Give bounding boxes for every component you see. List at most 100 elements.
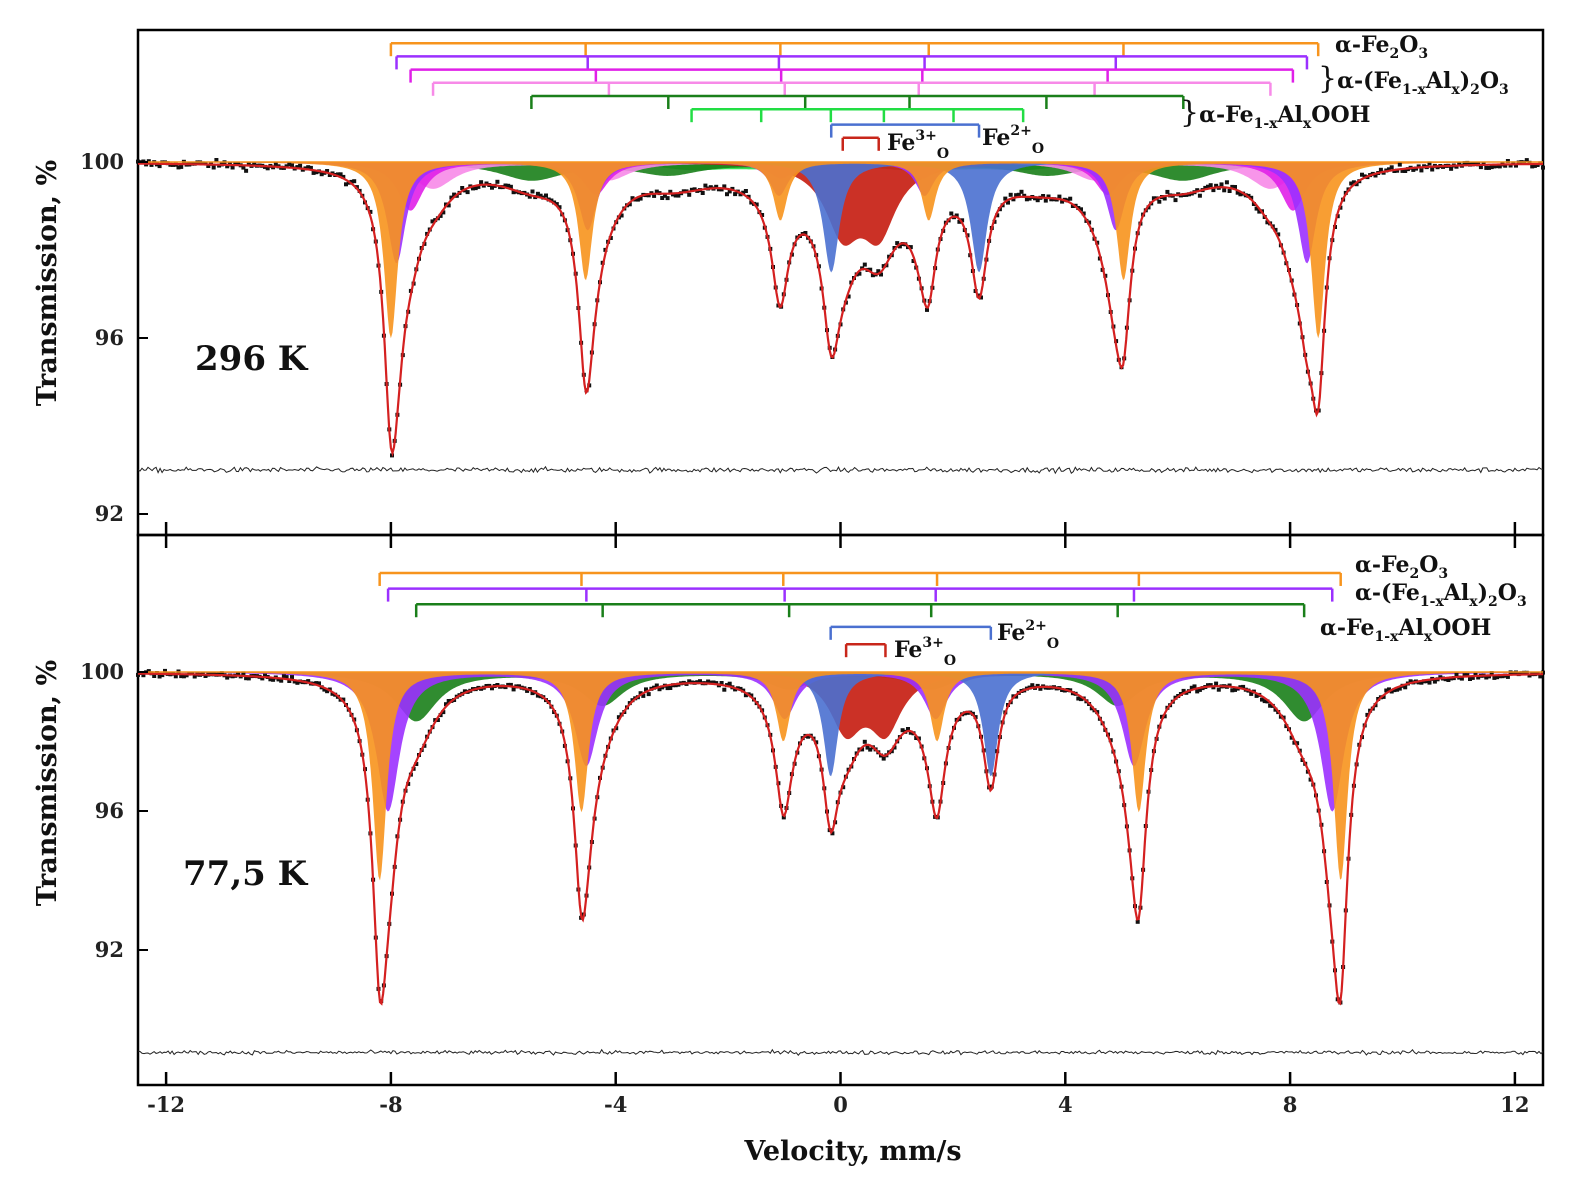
data-point	[719, 681, 724, 685]
data-point	[1081, 211, 1086, 216]
data-point	[503, 183, 508, 188]
data-point	[857, 271, 862, 276]
data-point	[1362, 174, 1367, 179]
data-point	[1208, 683, 1213, 688]
data-point	[1227, 189, 1232, 193]
data-point	[141, 673, 146, 678]
data-point	[241, 165, 246, 170]
data-point	[535, 191, 540, 196]
data-point	[638, 691, 643, 696]
data-point	[1068, 196, 1073, 201]
data-point	[179, 164, 184, 169]
data-point	[1468, 677, 1472, 681]
data-point	[530, 691, 535, 696]
data-point	[1473, 672, 1478, 677]
data-point	[949, 211, 954, 216]
data-point	[654, 683, 659, 688]
data-point	[1541, 165, 1545, 170]
data-point	[435, 718, 440, 722]
data-point	[511, 190, 516, 195]
y-tick-label-p0-0: 92	[95, 501, 124, 526]
data-point	[1462, 161, 1467, 166]
data-point	[441, 710, 446, 715]
data-point	[957, 219, 962, 224]
data-point	[1230, 688, 1235, 693]
data-point	[1465, 673, 1470, 678]
data-point	[738, 686, 743, 691]
data-point	[260, 676, 265, 681]
data-point	[806, 734, 811, 739]
data-point	[1262, 699, 1267, 704]
data-point	[1008, 192, 1013, 197]
data-point	[236, 672, 240, 677]
x-tick-label-0: -12	[147, 1092, 185, 1117]
data-point	[525, 688, 530, 693]
data-point	[1157, 199, 1162, 204]
data-point	[290, 163, 294, 168]
data-point	[1057, 194, 1062, 199]
data-point	[1403, 169, 1408, 173]
y-tick-label-p0-2: 100	[80, 149, 124, 174]
data-point	[1030, 683, 1035, 688]
data-point	[327, 173, 332, 177]
data-point	[1527, 160, 1532, 165]
data-point	[1214, 183, 1219, 188]
data-point	[1419, 680, 1424, 685]
data-point	[665, 196, 670, 201]
y-axis-title-bottom: Transmission, %	[32, 660, 63, 906]
data-point	[908, 245, 913, 250]
data-point	[1492, 675, 1497, 680]
data-point	[1505, 159, 1510, 163]
data-point	[538, 193, 543, 198]
data-point	[246, 161, 251, 166]
legend-label-fe3-top: Fe3+O	[887, 128, 949, 162]
data-point	[1465, 160, 1470, 165]
data-point	[1041, 194, 1046, 198]
data-point	[781, 815, 786, 820]
data-point	[1192, 684, 1197, 689]
data-point	[1197, 687, 1202, 692]
data-point	[1484, 675, 1489, 680]
data-point	[430, 219, 435, 224]
data-point	[749, 693, 754, 698]
data-point	[1387, 167, 1391, 172]
data-point	[325, 689, 330, 694]
data-point	[1454, 672, 1459, 677]
data-point	[414, 762, 419, 766]
data-point	[490, 185, 494, 190]
data-point	[1524, 158, 1529, 163]
data-point	[689, 187, 694, 192]
data-point	[517, 684, 521, 689]
legend-bottom: α-Fe2O3 α-(Fe1-xAlx)2O3 α-Fe1-xAlxOOH Fe…	[894, 552, 1527, 669]
data-point	[1446, 678, 1451, 682]
data-point	[1079, 697, 1083, 702]
data-point	[1230, 184, 1235, 189]
data-point	[1308, 777, 1313, 782]
data-point	[244, 676, 249, 681]
data-point	[179, 674, 184, 679]
data-point	[687, 192, 692, 197]
data-point	[1233, 185, 1237, 189]
data-point	[1165, 189, 1170, 194]
x-tick-label-6: 12	[1500, 1092, 1529, 1117]
data-point	[714, 184, 719, 189]
data-point	[700, 191, 705, 195]
data-point	[349, 179, 354, 184]
data-point	[1522, 670, 1527, 675]
data-point	[341, 697, 346, 702]
data-point	[271, 677, 276, 682]
data-point	[1011, 197, 1016, 202]
data-point	[619, 213, 624, 218]
data-point	[1354, 182, 1359, 187]
data-point	[287, 162, 292, 167]
x-tick-label-5: 8	[1283, 1092, 1298, 1117]
data-point	[1351, 180, 1356, 185]
y-axis-title-top: Transmission, %	[32, 160, 63, 406]
data-point	[1060, 199, 1065, 204]
data-point	[1265, 220, 1270, 225]
data-point	[1219, 182, 1224, 187]
legend-label-al-hematite-bottom: α-(Fe1-xAlx)2O3	[1355, 580, 1527, 610]
data-point	[1160, 714, 1164, 719]
data-point	[314, 681, 319, 686]
data-point	[711, 680, 716, 685]
